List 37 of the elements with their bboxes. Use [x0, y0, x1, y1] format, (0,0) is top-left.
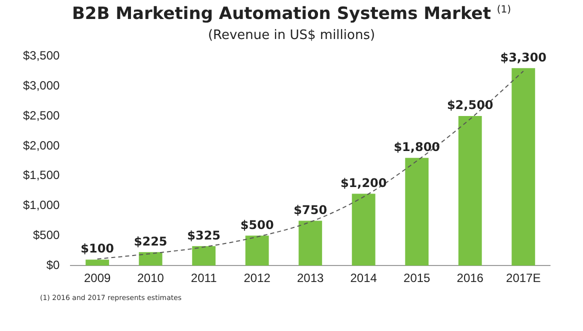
bar: [405, 158, 429, 266]
bar: [192, 246, 216, 266]
bar: [86, 260, 110, 266]
bar: [245, 236, 269, 266]
y-tick-label: $0: [46, 258, 60, 272]
x-tick-label: 2009: [84, 271, 111, 286]
x-tick-label: 2011: [190, 271, 218, 286]
x-tick-label: 2010: [137, 271, 164, 286]
y-tick-label: $1,000: [23, 198, 60, 212]
chart-subtitle: (Revenue in US$ millions): [206, 28, 376, 43]
x-tick-label: 2014: [350, 271, 378, 286]
x-tick-label: 2012: [244, 271, 271, 286]
y-tick-label: $2,500: [23, 108, 60, 122]
data-label: $750: [294, 202, 328, 217]
data-label: $325: [187, 228, 221, 242]
x-tick-label: 2016: [456, 271, 484, 286]
data-label: $3,300: [500, 50, 547, 64]
y-tick-label: $3,000: [23, 78, 60, 92]
data-label: $1,800: [394, 140, 440, 154]
y-tick-label: $1,500: [23, 168, 60, 182]
data-label: $225: [134, 234, 168, 248]
bar: [298, 220, 322, 266]
data-label: $2,500: [446, 98, 494, 112]
data-label: $1,200: [340, 176, 387, 190]
x-tick-label: 2013: [297, 271, 324, 286]
bar: [458, 116, 482, 266]
bar: [138, 252, 162, 266]
y-tick-label: $500: [33, 228, 60, 242]
bar: [352, 194, 376, 266]
y-tick-label: $3,500: [23, 48, 60, 63]
bar: [512, 68, 536, 266]
data-label: $500: [240, 218, 274, 232]
x-tick-label: 2017E: [506, 271, 541, 286]
y-tick-label: $2,000: [23, 138, 60, 152]
chart-title: B2B Marketing Automation Systems Market $^{(1)}$: [70, 4, 512, 24]
data-label: $100: [80, 242, 114, 256]
x-tick-label: 2015: [404, 271, 431, 286]
